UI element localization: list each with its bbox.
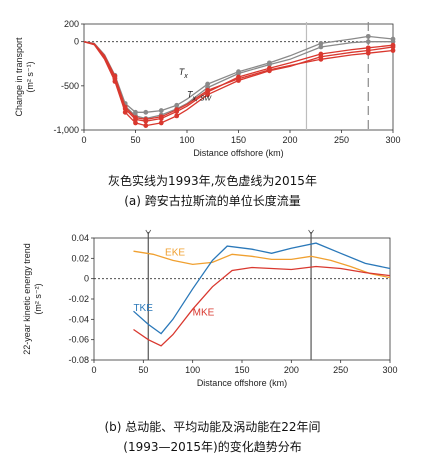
- data-point-marker: [365, 50, 371, 56]
- y-tick-label: 0.04: [71, 233, 89, 243]
- y-tick-label: 0: [84, 274, 89, 284]
- data-point-marker: [174, 113, 180, 119]
- series-line-mke: [133, 265, 391, 347]
- x-axis-label: Distance offshore (km): [193, 148, 283, 158]
- data-point-marker: [318, 41, 324, 46]
- data-point-marker: [112, 73, 118, 79]
- panel-b-chart: 0 50 100 150 200 250 300 0.04 0.02 0 -0.02 -0.04 -0.…: [22, 229, 398, 388]
- caption-a-line1: 灰色实线为1993年,灰色虚线为2015年: [108, 174, 317, 188]
- data-point-marker: [365, 39, 371, 45]
- y-tick-label: 200: [64, 19, 79, 29]
- data-point-marker: [122, 109, 128, 115]
- x-tick-label: 300: [385, 135, 400, 145]
- data-point-marker: [205, 87, 211, 93]
- y-tick-label: -0.06: [68, 335, 89, 345]
- y-axis-label: Change in transport: [14, 37, 24, 117]
- data-point-marker: [143, 109, 149, 115]
- series-annotation: Tx: [179, 67, 189, 80]
- x-tick-label: 150: [231, 135, 246, 145]
- series-label-eke: EKE: [165, 247, 185, 258]
- data-point-marker: [390, 44, 396, 50]
- data-point-marker: [267, 62, 272, 68]
- data-point-marker: [318, 56, 324, 62]
- data-point-marker: [236, 76, 241, 82]
- y-tick-label: -500: [61, 81, 79, 91]
- x-tick-label: 300: [382, 365, 397, 375]
- data-point-marker: [143, 117, 149, 122]
- data-point-marker: [205, 92, 211, 98]
- data-point-marker: [390, 48, 396, 53]
- x-tick-label: 250: [334, 135, 349, 145]
- data-point-marker: [318, 44, 324, 50]
- data-point-marker: [236, 71, 241, 76]
- x-tick-label: 100: [179, 135, 194, 145]
- x-tick-label: 100: [185, 365, 200, 375]
- x-tick-label: 200: [284, 365, 299, 375]
- x-tick-label: 250: [333, 365, 348, 375]
- x-tick-label: 0: [91, 365, 96, 375]
- x-tick-label: 0: [81, 135, 86, 145]
- data-point-marker: [267, 67, 272, 73]
- data-point-marker: [133, 109, 138, 115]
- y-axis-label: 22-year kinetic energy trend: [22, 243, 32, 355]
- data-point-marker: [174, 102, 180, 108]
- panel-a-chart: 0 50 100 150 200 250 300 200 0 -500 -1,000 Distance…: [14, 19, 401, 158]
- x-axis-label: Distance offshore (km): [197, 378, 287, 388]
- x-tick-label: 50: [138, 365, 148, 375]
- data-point-marker: [133, 120, 138, 126]
- data-point-marker: [158, 120, 164, 126]
- data-point-marker: [158, 114, 164, 120]
- data-point-marker: [205, 81, 211, 87]
- vline-marker-icon: [308, 229, 314, 235]
- x-tick-label: 50: [130, 135, 140, 145]
- y-tick-label: -0.02: [68, 294, 89, 304]
- caption-a-line2: (a) 跨安古拉斯流的单位长度流量: [124, 194, 301, 208]
- series-line-eke: [133, 250, 391, 279]
- data-point-marker: [365, 33, 371, 39]
- y-axis-unit: (m² s⁻¹): [25, 61, 35, 92]
- data-point-marker: [390, 39, 396, 45]
- y-tick-label: -0.04: [68, 314, 89, 324]
- caption-b-line2: (1993—2015年)的变化趋势分布: [123, 440, 302, 454]
- y-axis-unit: (m² s⁻²): [33, 283, 43, 314]
- data-point-marker: [133, 115, 138, 121]
- data-point-marker: [122, 104, 128, 110]
- data-point-marker: [143, 123, 149, 128]
- series-label-tke: TKE: [133, 303, 153, 314]
- data-point-marker: [158, 108, 164, 113]
- data-point-marker: [174, 107, 180, 113]
- plot-frame: [93, 237, 391, 361]
- series-line-4: [83, 41, 394, 121]
- y-tick-label: -0.08: [68, 355, 89, 365]
- y-tick-label: -1,000: [53, 125, 79, 135]
- x-tick-label: 200: [282, 135, 297, 145]
- y-tick-label: 0: [74, 37, 79, 47]
- x-tick-label: 150: [234, 365, 249, 375]
- series-label-mke: MKE: [193, 307, 215, 318]
- y-tick-label: 0.02: [71, 253, 89, 263]
- caption-b-line1: (b) 总动能、平均动能及涡动能在22年间: [104, 420, 321, 434]
- series-line-tke: [133, 242, 391, 335]
- vline-marker-icon: [145, 229, 152, 235]
